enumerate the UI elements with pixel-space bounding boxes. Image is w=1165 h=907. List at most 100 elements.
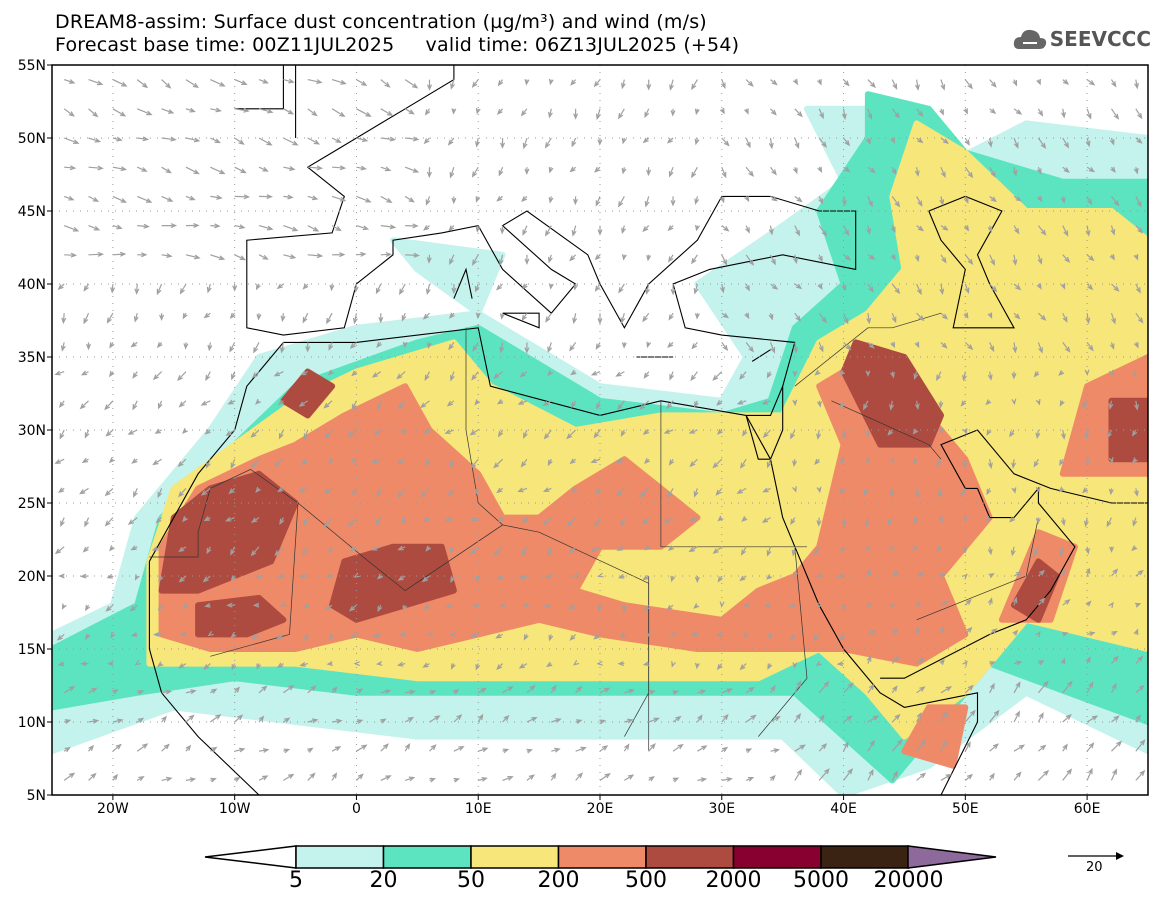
- wind-arrow: [372, 632, 381, 638]
- wind-arrow: [1108, 400, 1114, 410]
- wind-arrow: [1131, 545, 1138, 552]
- wind-arrow: [938, 427, 944, 435]
- coastline: [745, 415, 979, 795]
- wind-arrow: [766, 371, 772, 379]
- wind-arrow: [380, 718, 387, 724]
- wind-arrow: [327, 369, 334, 376]
- wind-arrow: [88, 165, 104, 171]
- wind-arrow: [866, 313, 872, 325]
- wind-arrow: [642, 661, 650, 667]
- wind-arrow: [178, 575, 187, 583]
- wind-arrow: [332, 165, 347, 171]
- wind-arrow: [620, 429, 626, 437]
- wind-arrow: [380, 195, 393, 204]
- wind-arrow: [179, 631, 187, 637]
- wind-arrow: [234, 714, 244, 723]
- wind-arrow: [161, 166, 172, 174]
- wind-arrow: [550, 684, 557, 694]
- wind-arrow: [106, 312, 114, 324]
- wind-arrow: [989, 682, 995, 694]
- wind-arrow: [939, 658, 945, 666]
- wind-arrow: [1110, 79, 1117, 88]
- wind-arrow: [571, 487, 578, 494]
- wind-arrow: [1011, 398, 1017, 406]
- wind-arrow: [693, 400, 699, 408]
- wind-arrow: [639, 487, 650, 498]
- wind-arrow: [234, 224, 246, 230]
- wind-arrow: [716, 428, 723, 435]
- wind-arrow: [1037, 712, 1044, 723]
- wind-arrow: [792, 486, 797, 493]
- wind-arrow: [792, 662, 798, 669]
- wind-arrow: [307, 253, 324, 259]
- wind-arrow: [741, 516, 748, 522]
- wind-arrow: [404, 166, 420, 173]
- wind-arrow: [548, 196, 554, 204]
- wind-arrow: [520, 108, 528, 117]
- wind-arrow: [278, 429, 284, 440]
- wind-arrow: [843, 682, 854, 694]
- wind-arrow: [524, 167, 530, 175]
- wind-arrow: [88, 108, 99, 118]
- wind-arrow: [1084, 369, 1090, 376]
- wind-arrow: [112, 743, 122, 752]
- wind-arrow: [63, 195, 75, 201]
- wind-arrow: [183, 342, 189, 350]
- wind-arrow: [1061, 568, 1066, 577]
- wind-arrow: [104, 400, 114, 411]
- coastline: [502, 312, 540, 329]
- wind-arrow: [987, 225, 993, 233]
- wind-arrow: [332, 252, 346, 258]
- wind-arrow: [307, 195, 319, 201]
- wind-arrow: [331, 686, 338, 694]
- wind-arrow: [475, 225, 481, 233]
- lat-tick-label: 35N: [18, 350, 46, 366]
- wind-arrow: [963, 225, 970, 232]
- wind-arrow: [1058, 370, 1065, 377]
- wind-arrow: [599, 719, 606, 725]
- wind-arrow: [939, 573, 947, 579]
- wind-arrow: [283, 137, 299, 146]
- wind-arrow: [891, 685, 898, 694]
- wind-arrow: [380, 108, 394, 117]
- wind-arrow: [745, 342, 754, 353]
- wind-arrow: [794, 768, 803, 781]
- wind-arrow: [356, 719, 364, 725]
- wind-arrow: [521, 312, 528, 322]
- wind-arrow: [356, 108, 372, 117]
- wind-arrow: [133, 488, 138, 498]
- wind-arrow: [380, 775, 392, 781]
- wind-arrow: [255, 486, 261, 493]
- wind-arrow: [279, 342, 285, 354]
- wind-arrow: [112, 136, 123, 142]
- wind-arrow: [185, 79, 200, 89]
- wind-arrow: [1033, 371, 1040, 378]
- wind-arrow: [721, 342, 729, 352]
- lat-tick-label: 20N: [18, 569, 46, 585]
- wind-arrow: [964, 598, 972, 606]
- wind-arrow: [1009, 516, 1016, 523]
- wind-arrow: [963, 312, 969, 319]
- wind-arrow: [156, 341, 163, 349]
- wind-arrow: [566, 517, 577, 527]
- wind-arrow: [599, 773, 611, 781]
- wind-arrow: [1109, 342, 1115, 350]
- wind-arrow: [620, 79, 626, 90]
- wind-arrow: [939, 108, 944, 116]
- wind-arrow: [1013, 195, 1022, 202]
- wind-arrow: [377, 604, 383, 613]
- wind-arrow: [663, 429, 674, 434]
- wind-arrow: [1012, 254, 1018, 266]
- wind-arrow: [370, 545, 382, 551]
- wind-arrow: [1062, 254, 1071, 263]
- wind-arrow: [740, 458, 747, 469]
- wind-arrow: [542, 400, 552, 406]
- wind-arrow: [158, 575, 164, 583]
- wind-arrow: [841, 517, 847, 528]
- wind-arrow: [429, 744, 437, 752]
- wind-arrow: [88, 687, 98, 694]
- wind-arrow: [499, 602, 506, 608]
- wind-arrow: [891, 166, 897, 176]
- wind-arrow: [1085, 546, 1090, 555]
- wind-arrow: [745, 686, 755, 694]
